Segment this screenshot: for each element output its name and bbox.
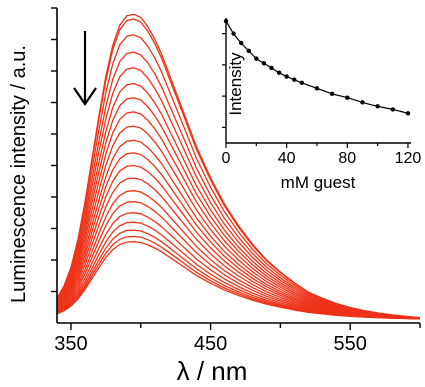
x-tick-label: 550: [334, 333, 367, 355]
y-ticks: [51, 7, 57, 293]
inset-points: [223, 18, 411, 116]
spectrum-line-2: [56, 18, 421, 319]
x-ticks: 350 450 550: [54, 323, 421, 355]
spectrum-line-12: [56, 164, 421, 320]
spectrum-line-5: [56, 67, 421, 319]
inset-data-point: [314, 86, 320, 91]
inset-x-tick-label: 40: [278, 150, 296, 167]
spectrum-line-19: [56, 235, 421, 320]
spectrum-line-3: [56, 34, 421, 319]
spectrum-line-14: [56, 190, 421, 320]
inset-data-point: [261, 61, 267, 66]
main-plot: 350 450 550 λ / nm Luminescence intensity …: [8, 7, 421, 386]
inset-x-tick-label: 0: [222, 150, 231, 167]
spectra-series-group: [56, 13, 421, 320]
x-axis-label: λ / nm: [177, 356, 248, 386]
y-axis-label: Luminescence intensity / a.u.: [8, 45, 30, 303]
spectrum-line-8: [56, 111, 421, 319]
inset-data-point: [405, 111, 411, 116]
spectrum-line-16: [56, 212, 421, 320]
spectrum-line-18: [56, 229, 421, 320]
inset-y-axis-label: Intensity: [226, 52, 245, 116]
inset-x-ticks: 0 40 80 120: [222, 143, 422, 167]
inset-data-point: [284, 74, 289, 79]
inset-data-point: [269, 65, 274, 71]
spectrum-line-4: [56, 51, 421, 319]
x-tick-label: 450: [194, 333, 227, 355]
inset-plot: 0 40 80 120 mM guest Intensity: [222, 18, 422, 192]
inset-data-point: [360, 100, 365, 105]
spectrum-line-6: [56, 82, 421, 319]
inset-x-tick-label: 120: [395, 150, 422, 167]
x-tick-label: 350: [54, 333, 87, 355]
spectrum-line-13: [56, 177, 421, 320]
inset-data-point: [238, 40, 244, 46]
inset-data-point: [329, 91, 335, 96]
inset-data-point: [299, 80, 305, 86]
inset-x-axis-label: mM guest: [281, 173, 356, 192]
down-arrow-icon: [73, 31, 97, 106]
inset-data-point: [254, 56, 259, 61]
spectrum-line-20: [56, 241, 421, 320]
inset-fit-line: [225, 20, 409, 114]
spectrum-line-10: [56, 139, 421, 319]
inset-data-point: [246, 48, 251, 54]
inset-data-point: [375, 104, 380, 109]
spectrum-line-7: [56, 97, 421, 319]
inset-data-point: [345, 95, 350, 100]
inset-data-point: [390, 107, 396, 112]
inset-y-ticks: [222, 33, 226, 128]
inset-data-point: [276, 70, 282, 75]
inset-x-tick-label: 80: [338, 150, 356, 167]
inset-data-point: [292, 77, 297, 82]
inset-data-point: [231, 31, 236, 36]
spectrum-line-9: [56, 125, 421, 319]
